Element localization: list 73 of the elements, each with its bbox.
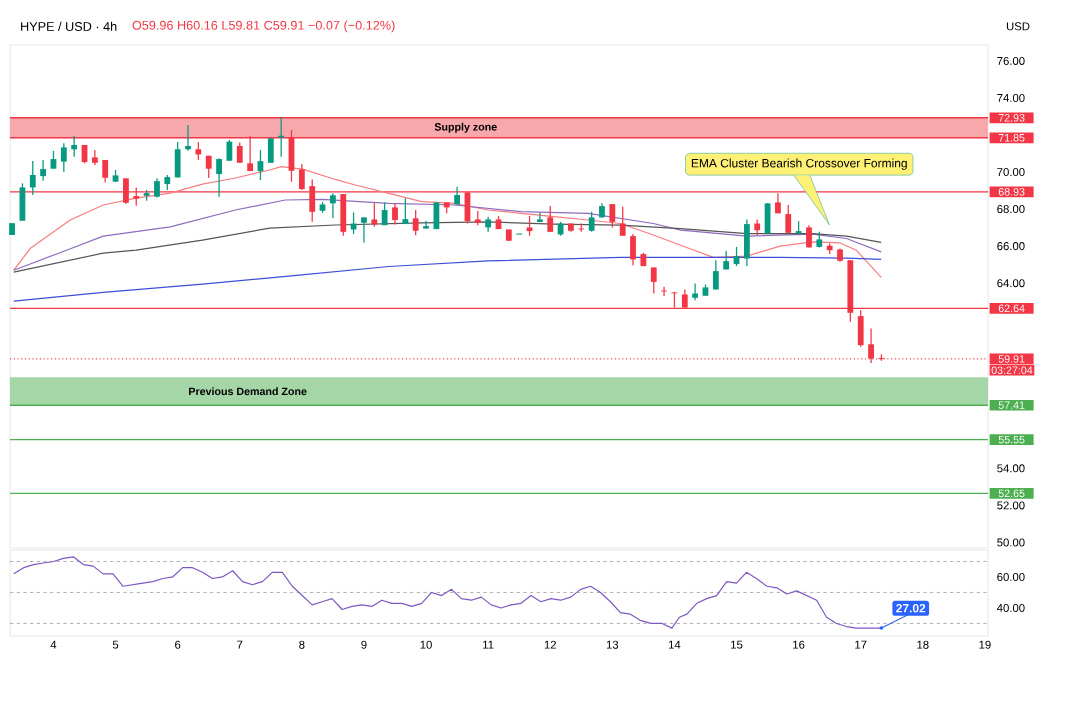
x-tick-label: 17 xyxy=(855,640,867,649)
ref-line-label: 59.91 xyxy=(998,355,1025,363)
x-tick-label: 9 xyxy=(361,640,367,649)
candlestick xyxy=(40,159,47,182)
x-tick-label: 4 xyxy=(50,640,57,649)
candlestick xyxy=(216,157,222,198)
candlestick xyxy=(650,266,657,295)
text: 03:27:04 xyxy=(991,366,1033,374)
x-tick-label: 10 xyxy=(420,640,432,649)
annotation: 27.02 xyxy=(896,603,926,613)
y-tick-label: 70.00 xyxy=(997,168,1025,177)
y-tick-label: 66.00 xyxy=(997,242,1025,251)
candlestick xyxy=(278,116,285,158)
candlestick xyxy=(29,160,36,196)
annotation: EMA Cluster Bearish Crossover Forming xyxy=(691,158,907,170)
candlestick xyxy=(526,215,533,237)
candlestick xyxy=(392,202,398,226)
x-tick-label: 16 xyxy=(793,640,805,649)
y-tick-label: 50.00 xyxy=(997,538,1025,547)
candlestick xyxy=(536,212,543,223)
x-tick-label: 15 xyxy=(731,640,743,649)
chart-title: HYPE / USD · 4h xyxy=(21,21,117,31)
ref-line-label: 57.41 xyxy=(998,401,1025,409)
y-axis-title: USD xyxy=(1006,22,1030,31)
ref-line-label: 71.85 xyxy=(998,134,1025,142)
candlestick xyxy=(371,202,378,228)
y-tick-label: 40.00 xyxy=(996,603,1025,612)
candlestick xyxy=(71,135,78,158)
candlestick xyxy=(609,203,616,229)
band-label: Supply zone xyxy=(434,122,497,133)
candlestick xyxy=(185,124,191,152)
candlestick xyxy=(423,220,429,230)
line-series xyxy=(13,256,882,302)
y-tick-label: 68.00 xyxy=(997,205,1025,214)
candlestick xyxy=(412,209,419,236)
candlestick xyxy=(547,205,554,233)
candlestick xyxy=(361,216,367,244)
y-tick-label: 74.00 xyxy=(997,93,1025,102)
x-tick-label: 6 xyxy=(175,640,181,649)
x-tick-label: 19 xyxy=(979,640,991,649)
y-tick-label: 52.00 xyxy=(997,501,1025,510)
ref-line-label: 72.93 xyxy=(998,114,1025,122)
candlestick xyxy=(619,206,626,237)
candlestick xyxy=(692,282,699,301)
ref-line-label: 52.65 xyxy=(998,489,1025,498)
y-tick-label: 54.00 xyxy=(997,464,1025,473)
candlestick xyxy=(712,259,719,291)
candlestick xyxy=(402,197,409,225)
candlestick xyxy=(330,192,336,219)
x-tick-label: 18 xyxy=(917,640,929,649)
x-tick-label: 13 xyxy=(606,640,619,649)
x-tick-label: 5 xyxy=(112,640,119,649)
candlestick xyxy=(102,159,109,184)
x-tick-label: 11 xyxy=(483,640,494,649)
chart-subtitle: O59.96 H60.16 L59.81 C59.91 −0.07 (−0.12%) xyxy=(132,20,395,33)
ref-line-label: 68.93 xyxy=(998,188,1025,196)
candlestick xyxy=(226,139,233,162)
y-tick-label: 64.00 xyxy=(997,279,1025,288)
band-label: Previous Demand Zone xyxy=(189,387,307,396)
candlestick xyxy=(236,141,243,164)
ref-line-label: 62.64 xyxy=(998,304,1025,313)
ref-line-label: 55.55 xyxy=(998,435,1025,444)
x-tick-label: 7 xyxy=(237,640,243,649)
x-tick-label: 12 xyxy=(544,640,556,649)
candlestick xyxy=(785,204,792,234)
x-tick-label: 8 xyxy=(299,640,305,649)
x-tick-label: 14 xyxy=(668,640,681,649)
candlestick xyxy=(588,211,595,233)
candlestick xyxy=(630,233,636,266)
candlestick xyxy=(60,142,67,173)
y-tick-label: 76.00 xyxy=(997,56,1025,65)
y-tick-label: 60.00 xyxy=(997,572,1025,581)
candlestick xyxy=(91,149,98,166)
